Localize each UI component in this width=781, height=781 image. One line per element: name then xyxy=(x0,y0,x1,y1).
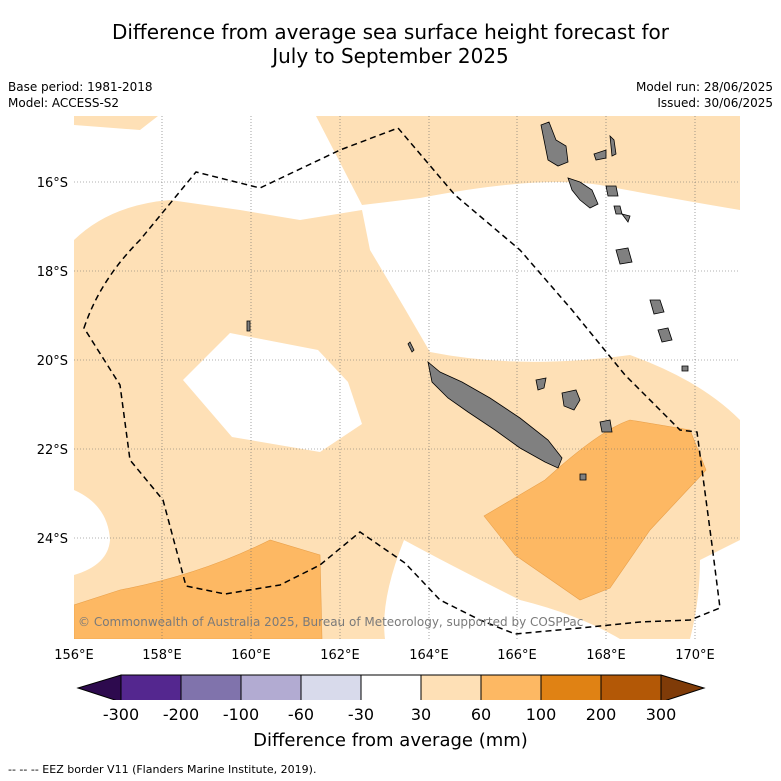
lat-label-24: 24°S xyxy=(37,532,68,547)
graticule xyxy=(74,116,740,639)
colorbar-segment xyxy=(480,674,542,700)
lat-label-20: 20°S xyxy=(37,354,68,369)
anomaly-neutral-west xyxy=(183,333,362,452)
colorbar-tick: 60 xyxy=(470,705,492,724)
title-line-2: July to September 2025 xyxy=(272,44,509,68)
issued-date: Issued: 30/06/2025 xyxy=(657,96,773,110)
lon-label-168: 168°E xyxy=(586,648,626,663)
lon-label-158: 158°E xyxy=(142,648,182,663)
model-name: Model: ACCESS-S2 xyxy=(8,96,120,110)
lon-label-164: 164°E xyxy=(409,648,449,663)
malakula-island xyxy=(567,177,599,209)
title-line-1: Difference from average sea surface heig… xyxy=(111,20,670,44)
colorbar-segment xyxy=(360,674,422,700)
anomaly-neutral-southeast xyxy=(690,540,740,639)
eez-border xyxy=(83,127,721,635)
lon-label-170: 170°E xyxy=(675,648,715,663)
colorbar-arrow-low xyxy=(76,674,122,700)
colorbar-tick: -200 xyxy=(162,705,200,724)
anomaly-neutral-south xyxy=(384,540,620,639)
map-area xyxy=(74,116,740,639)
lon-label-160: 160°E xyxy=(231,648,271,663)
map-figure: © Commonwealth of Australia 2025, Bureau… xyxy=(37,116,740,700)
colorbar-tick: 100 xyxy=(525,705,557,724)
colorbar-tick: -100 xyxy=(222,705,260,724)
colorbar-segment xyxy=(120,674,182,700)
colorbar-tick: 200 xyxy=(585,705,617,724)
colorbar xyxy=(76,674,706,700)
land-masses xyxy=(246,121,689,481)
lat-label-16: 16°S xyxy=(37,176,68,191)
eez-footnote: -- -- -- EEZ border V11 (Flanders Marine… xyxy=(8,763,317,776)
efate-island xyxy=(615,247,633,265)
colorbar-title: Difference from average (mm) xyxy=(253,730,528,751)
lon-label-156: 156°E xyxy=(54,648,94,663)
copyright-notice: © Commonwealth of Australia 2025, Bureau… xyxy=(78,615,583,629)
colorbar-segment xyxy=(300,674,362,700)
anomaly-30-60-corner xyxy=(74,116,158,130)
espiritu-santo-island xyxy=(540,121,569,167)
colorbar-segment xyxy=(540,674,602,700)
lat-label-22: 22°S xyxy=(37,443,68,458)
colorbar-segment xyxy=(600,674,662,700)
anomaly-30-60-north-region xyxy=(316,116,740,210)
lon-label-166: 166°E xyxy=(497,648,537,663)
lat-label-18: 18°S xyxy=(37,265,68,280)
colorbar-segment xyxy=(420,674,482,700)
base-period: Base period: 1981-2018 xyxy=(8,80,153,94)
model-run: Model run: 28/06/2025 xyxy=(635,80,773,94)
colorbar-tick: -30 xyxy=(347,705,375,724)
anomaly-60-100-southwest xyxy=(74,539,323,639)
colorbar-tick: -60 xyxy=(287,705,315,724)
colorbar-tick: 30 xyxy=(410,705,432,724)
anomaly-60-100-east xyxy=(483,419,707,601)
colorbar-segment xyxy=(240,674,302,700)
new-caledonia-island xyxy=(427,360,563,469)
colorbar-arrow-high xyxy=(660,674,706,700)
lon-label-162: 162°E xyxy=(320,648,360,663)
anomaly-neutral-southwest xyxy=(74,490,110,575)
colorbar-tick: -300 xyxy=(102,705,140,724)
colorbar-tick: 300 xyxy=(645,705,677,724)
colorbar-segment xyxy=(180,674,242,700)
